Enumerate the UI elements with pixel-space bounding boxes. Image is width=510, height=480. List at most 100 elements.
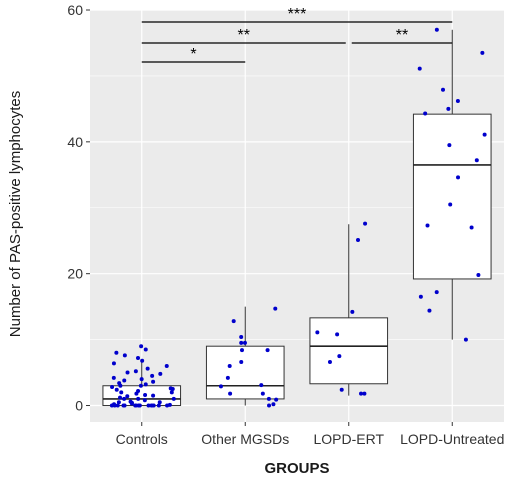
data-point: [440, 87, 445, 92]
data-point: [434, 27, 439, 32]
data-point: [239, 360, 244, 365]
data-point: [118, 383, 123, 388]
data-point: [125, 394, 130, 399]
data-point: [425, 223, 430, 228]
data-point: [259, 383, 264, 388]
data-point: [143, 392, 148, 397]
x-tick-label: Controls: [116, 431, 168, 447]
data-point: [110, 385, 115, 390]
data-point: [417, 66, 422, 71]
data-point: [142, 398, 147, 403]
data-point: [122, 378, 127, 383]
data-point: [448, 202, 453, 207]
data-point: [138, 383, 143, 388]
data-point: [362, 391, 367, 396]
significance-label: ***: [288, 6, 307, 23]
data-point: [165, 403, 170, 408]
data-point: [218, 384, 223, 389]
data-point: [239, 348, 244, 353]
data-point: [228, 391, 233, 396]
data-point: [111, 375, 116, 380]
significance-label: **: [238, 27, 250, 44]
data-point: [427, 308, 432, 313]
data-point: [157, 400, 162, 405]
data-point: [151, 379, 156, 384]
data-point: [129, 401, 134, 406]
data-point: [339, 387, 344, 392]
data-point: [136, 356, 141, 361]
data-point: [239, 334, 244, 339]
data-point: [482, 132, 487, 137]
x-tick-label: Other MGSDs: [201, 431, 289, 447]
y-tick-label: 40: [67, 134, 83, 150]
data-point: [239, 340, 244, 345]
data-point: [139, 377, 144, 382]
data-point: [170, 387, 175, 392]
data-point: [133, 369, 138, 374]
data-point: [480, 50, 485, 55]
data-point: [134, 391, 139, 396]
data-point: [359, 391, 364, 396]
data-point: [434, 290, 439, 295]
data-point: [169, 390, 174, 395]
data-point: [121, 403, 126, 408]
data-point: [337, 354, 342, 359]
data-point: [265, 348, 270, 353]
data-point: [143, 382, 148, 387]
significance-label: *: [190, 46, 196, 63]
box: [412, 113, 492, 280]
data-point: [158, 371, 163, 376]
data-point: [455, 98, 460, 103]
data-point: [266, 396, 271, 401]
data-point: [139, 344, 144, 349]
data-point: [227, 363, 232, 368]
data-point: [273, 306, 278, 311]
data-point: [225, 375, 230, 380]
data-point: [242, 340, 247, 345]
boxes: [102, 29, 492, 407]
x-tick-label: LOPD-Untreated: [400, 431, 504, 447]
significance-label: **: [396, 27, 408, 44]
x-axis-label: GROUPS: [264, 460, 329, 477]
data-point: [267, 403, 272, 408]
data-point: [115, 403, 120, 408]
data-point: [114, 387, 119, 392]
data-point: [335, 332, 340, 337]
box: [309, 317, 389, 385]
data-point: [150, 373, 155, 378]
data-point: [149, 403, 154, 408]
y-tick-label: 60: [67, 2, 83, 18]
data-point: [111, 361, 116, 366]
y-tick-label: 20: [67, 266, 83, 282]
data-point: [109, 403, 114, 408]
data-point: [423, 111, 428, 116]
data-point: [327, 360, 332, 365]
data-point: [116, 400, 121, 405]
data-point: [122, 353, 127, 358]
data-point: [125, 370, 130, 375]
data-point: [315, 330, 320, 335]
data-point: [469, 225, 474, 230]
y-axis: 0 20 40 60: [67, 2, 90, 414]
data-point: [350, 309, 355, 314]
data-point: [231, 319, 236, 324]
data-point: [118, 395, 123, 400]
data-point: [446, 106, 451, 111]
data-point: [145, 366, 150, 371]
data-point: [112, 403, 117, 408]
data-point: [418, 294, 423, 299]
data-point: [356, 238, 361, 243]
data-point: [260, 391, 265, 396]
data-point: [136, 396, 141, 401]
data-point: [140, 358, 145, 363]
data-point: [476, 272, 481, 277]
data-point: [363, 221, 368, 226]
data-point: [463, 337, 468, 342]
data-points: [109, 27, 487, 408]
data-point: [146, 403, 151, 408]
y-tick-label: 0: [75, 398, 83, 414]
data-point: [274, 397, 279, 402]
data-point: [143, 347, 148, 352]
data-point: [171, 396, 176, 401]
data-point: [133, 403, 138, 408]
